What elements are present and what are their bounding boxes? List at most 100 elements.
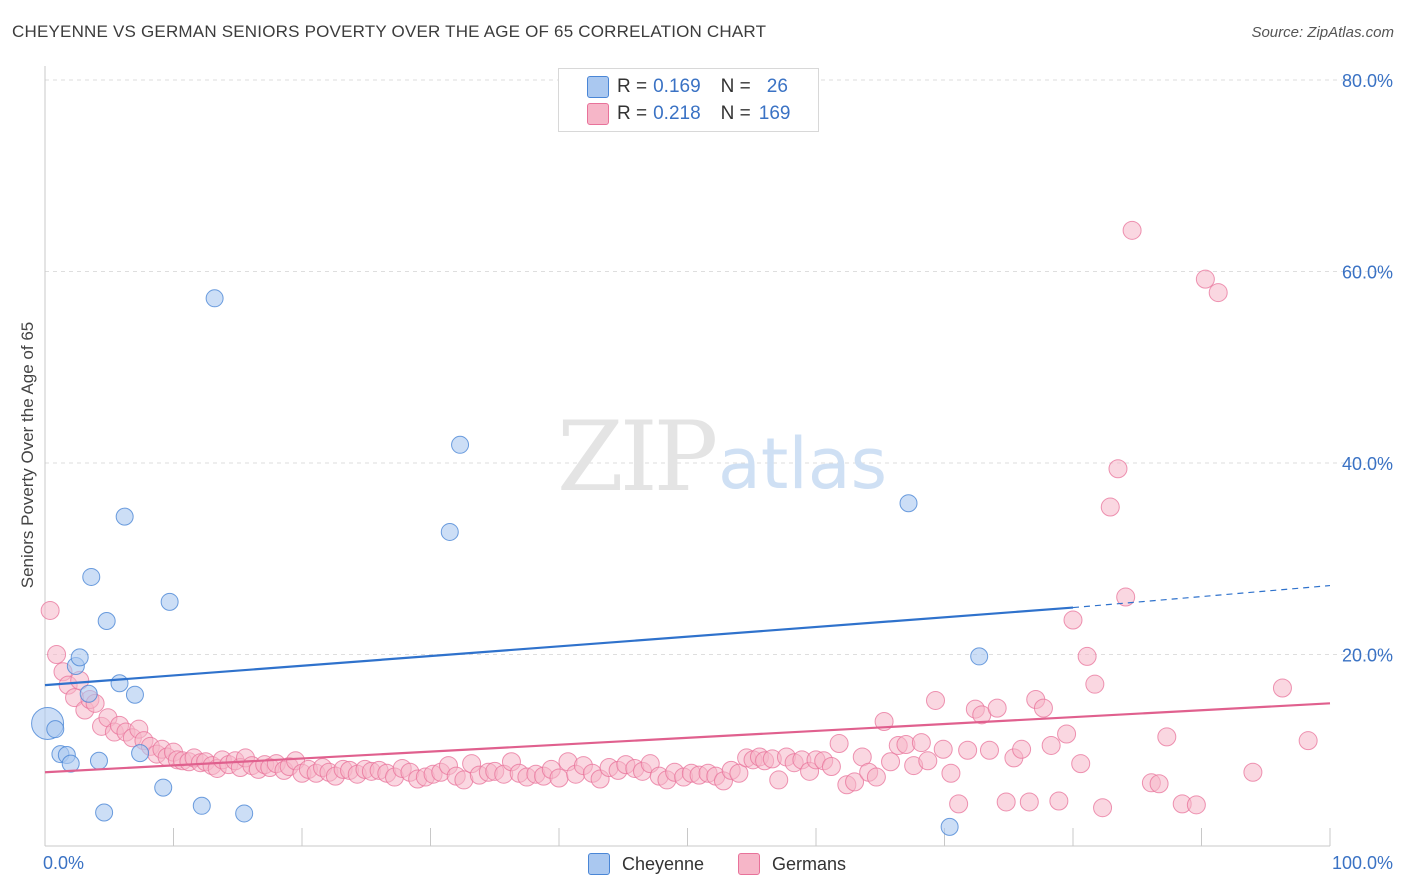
data-point-germans — [1122, 220, 1142, 240]
data-point-germans — [987, 698, 1007, 718]
data-point-cheyenne — [940, 817, 959, 836]
trend-line-cheyenne-extension — [1072, 584, 1331, 609]
data-point-cheyenne — [79, 684, 98, 703]
data-point-cheyenne — [440, 522, 459, 541]
bottom-legend-label: Cheyenne — [622, 853, 705, 874]
data-point-cheyenne — [131, 744, 150, 763]
y-axis-label: Seniors Poverty Over the Age of 65 — [18, 321, 37, 589]
data-point-germans — [1085, 674, 1105, 694]
data-point-germans — [40, 600, 60, 620]
bottom-legend-swatch-cheyenne — [588, 853, 610, 875]
legend-row-germans: R = 0.218 N = 169 — [617, 103, 790, 125]
data-point-cheyenne — [97, 611, 116, 630]
data-point-cheyenne — [110, 674, 129, 693]
data-point-cheyenne — [451, 435, 470, 454]
data-point-germans — [1041, 735, 1061, 755]
data-point-germans — [926, 690, 946, 710]
trend-line-germans — [44, 702, 1331, 774]
data-point-germans — [933, 739, 953, 759]
data-point-germans — [1157, 727, 1177, 747]
x-tick-label: 0.0% — [43, 853, 84, 873]
data-point-germans — [1033, 698, 1053, 718]
data-point-germans — [1195, 269, 1215, 289]
data-point-cheyenne — [235, 804, 254, 823]
data-point-germans — [1012, 739, 1032, 759]
data-point-germans — [729, 763, 749, 783]
data-point-cheyenne — [154, 778, 173, 797]
data-point-cheyenne — [899, 494, 918, 513]
data-point-germans — [881, 752, 901, 772]
data-point-germans — [1093, 798, 1113, 818]
data-points — [31, 220, 1318, 836]
y-tick-label: 80.0% — [1342, 71, 1393, 91]
data-point-germans — [829, 734, 849, 754]
data-point-cheyenne — [160, 592, 179, 611]
data-point-germans — [996, 792, 1016, 812]
bottom-legend-cheyenne: Cheyenne — [588, 852, 704, 876]
data-point-germans — [1243, 762, 1263, 782]
data-point-germans — [941, 763, 961, 783]
data-point-germans — [549, 768, 569, 788]
data-point-cheyenne — [125, 685, 144, 704]
watermark-zip: ZIP — [557, 401, 716, 513]
bottom-legend-swatch-germans — [738, 853, 760, 875]
legend-r-label: R = — [617, 103, 648, 124]
data-point-cheyenne — [192, 796, 211, 815]
data-point-germans — [47, 645, 67, 664]
data-point-germans — [1077, 646, 1097, 666]
data-point-germans — [1108, 459, 1128, 479]
data-point-germans — [911, 733, 931, 753]
legend-r-label: R = — [617, 76, 648, 97]
data-point-cheyenne — [205, 289, 224, 308]
legend-r-value: 0.169 — [653, 76, 701, 97]
data-point-germans — [1272, 678, 1292, 698]
data-point-germans — [1149, 774, 1169, 794]
data-point-germans — [1100, 497, 1120, 517]
gridlines — [45, 79, 1392, 655]
trend-line-cheyenne — [44, 606, 1074, 687]
legend-swatch-germans — [587, 103, 609, 125]
data-point-germans — [1186, 795, 1206, 815]
chart-title: CHEYENNE VS GERMAN SENIORS POVERTY OVER … — [12, 22, 767, 41]
data-point-germans — [1049, 791, 1069, 811]
data-point-germans — [1019, 792, 1039, 812]
bottom-legend-label: Germans — [772, 853, 847, 874]
data-point-germans — [866, 767, 886, 787]
y-tick-label: 20.0% — [1342, 646, 1393, 666]
data-point-germans — [1057, 724, 1077, 744]
data-point-cheyenne — [46, 720, 65, 739]
y-tick-label: 60.0% — [1342, 263, 1393, 283]
tick-labels: 20.0% 40.0% 60.0% 80.0% 0.0% 100.0% — [43, 71, 1393, 873]
data-point-cheyenne — [89, 751, 108, 770]
y-tick-label: 40.0% — [1342, 454, 1393, 474]
data-point-germans — [958, 740, 978, 760]
legend-r-value: 0.218 — [653, 103, 701, 124]
data-point-germans — [918, 751, 938, 771]
source-credit: Source: ZipAtlas.com — [1251, 24, 1394, 41]
legend-n-value: 26 — [766, 76, 788, 97]
data-point-germans — [1116, 587, 1136, 607]
data-point-germans — [949, 794, 969, 814]
data-point-germans — [979, 740, 999, 760]
data-point-cheyenne — [95, 803, 114, 822]
trend-lines — [44, 584, 1331, 774]
data-point-cheyenne — [115, 507, 134, 526]
data-point-cheyenne — [70, 648, 89, 667]
legend: R = 0.169 N = 26 R = 0.218 N = 169 — [558, 68, 819, 132]
legend-row-cheyenne: R = 0.169 N = 26 — [617, 76, 788, 98]
x-tick-label: 100.0% — [1332, 853, 1393, 873]
legend-n-label: N = — [720, 103, 751, 124]
data-point-cheyenne — [82, 567, 101, 586]
data-point-germans — [821, 757, 841, 777]
watermark: ZIP atlas — [557, 401, 887, 513]
watermark-atlas: atlas — [718, 423, 887, 505]
data-point-germans — [1063, 610, 1083, 630]
data-point-cheyenne — [970, 647, 989, 666]
data-point-germans — [845, 772, 865, 792]
data-point-germans — [769, 770, 789, 790]
legend-n-value: 169 — [758, 103, 791, 124]
data-point-germans — [1298, 731, 1318, 751]
data-point-cheyenne — [61, 754, 80, 773]
bottom-legend-germans: Germans — [738, 852, 846, 876]
